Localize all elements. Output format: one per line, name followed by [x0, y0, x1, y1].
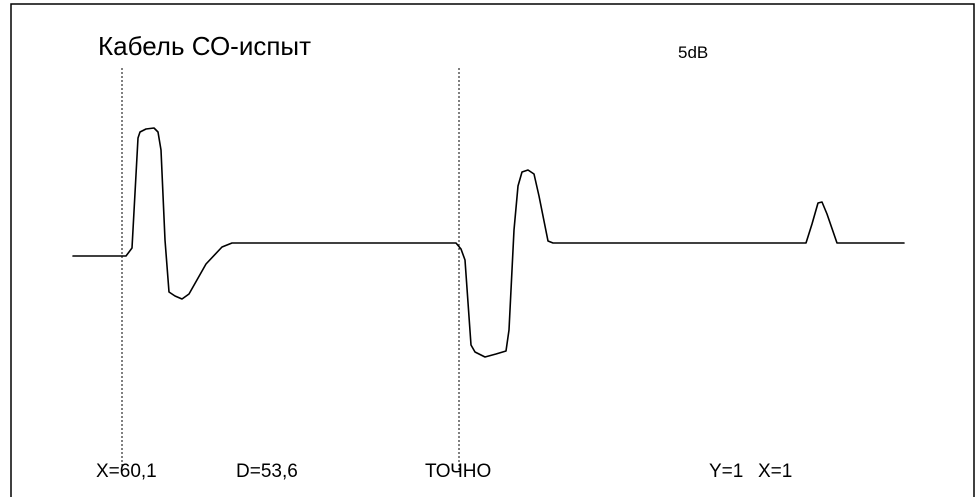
precision-mode-label: ТОЧНО [425, 461, 492, 482]
reflectogram-trace [72, 127, 905, 358]
display-border [10, 3, 975, 497]
x-scale-readout: X=1 [758, 461, 793, 482]
distance-readout: D=53,6 [236, 461, 298, 482]
x-position-readout: X=60,1 [96, 461, 157, 482]
y-scale-readout: Y=1 [709, 461, 744, 482]
gain-label: 5dB [678, 43, 709, 62]
cable-title: Кабель СО-испыт [98, 31, 312, 61]
